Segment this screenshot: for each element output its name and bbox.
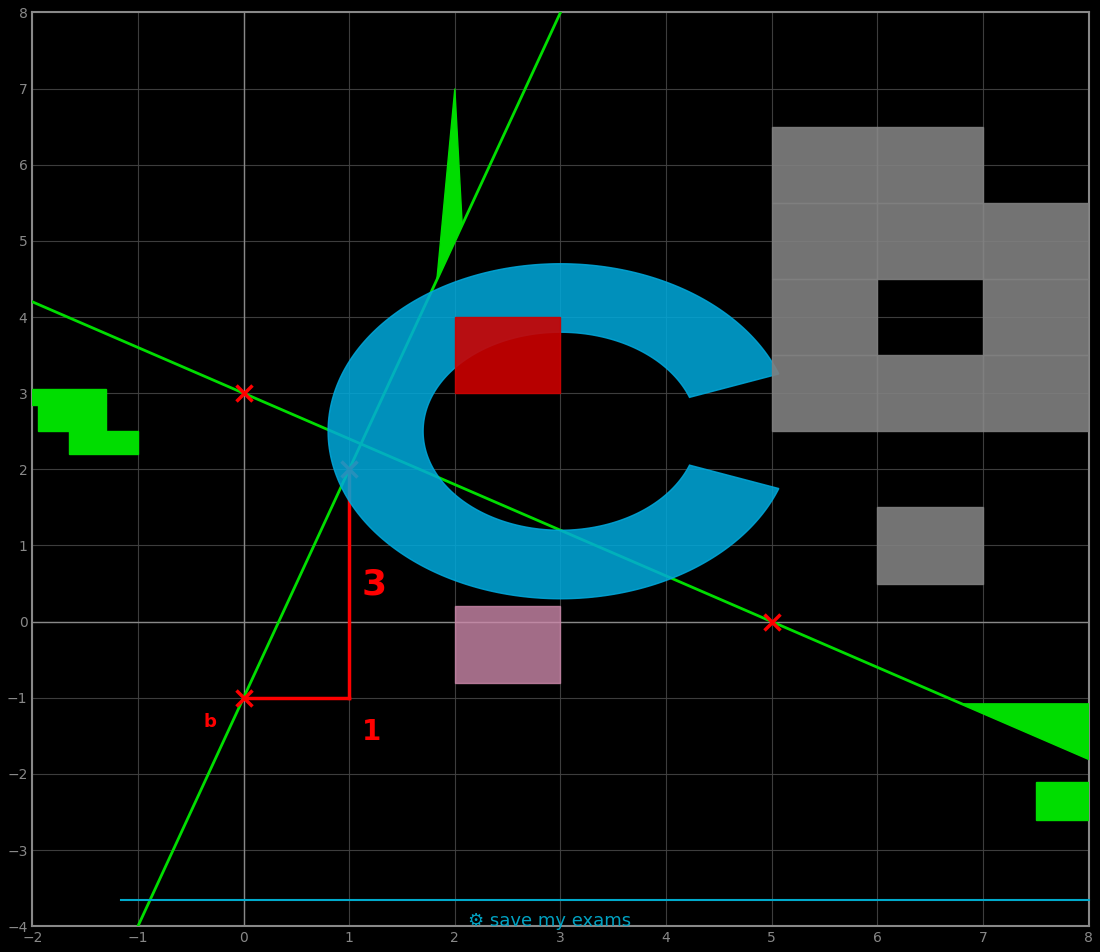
Polygon shape [983, 355, 1089, 431]
Polygon shape [37, 405, 107, 431]
Polygon shape [328, 264, 779, 599]
Text: 3: 3 [362, 568, 387, 602]
Polygon shape [878, 507, 983, 584]
Polygon shape [983, 279, 1089, 355]
Polygon shape [878, 127, 983, 203]
Polygon shape [983, 203, 1089, 279]
Polygon shape [772, 127, 878, 203]
Text: 1: 1 [362, 718, 381, 745]
Polygon shape [772, 279, 878, 355]
Polygon shape [69, 431, 138, 454]
Polygon shape [437, 89, 462, 280]
Polygon shape [772, 355, 878, 431]
Polygon shape [32, 389, 107, 405]
Polygon shape [454, 606, 561, 683]
Polygon shape [454, 317, 561, 393]
Text: b: b [204, 713, 217, 731]
Polygon shape [961, 704, 1089, 759]
Polygon shape [878, 203, 983, 279]
Polygon shape [878, 355, 983, 431]
Text: ⚙ save my exams: ⚙ save my exams [469, 912, 631, 929]
Polygon shape [772, 203, 878, 279]
Polygon shape [1036, 782, 1089, 820]
